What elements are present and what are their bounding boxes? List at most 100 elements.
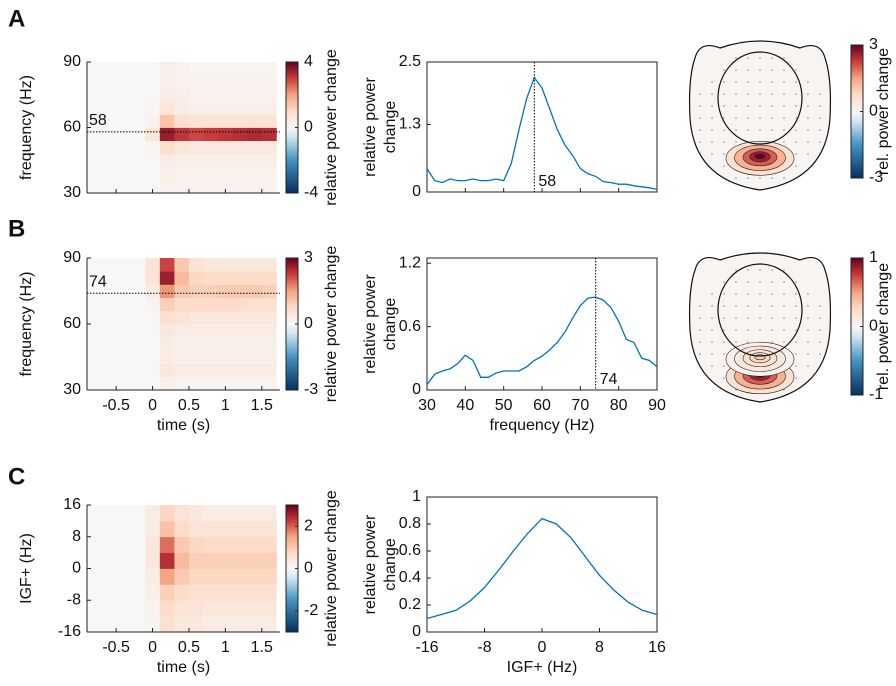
heatmap-cell [130, 363, 146, 378]
colorbar-step [286, 376, 298, 380]
heatmap-cell [203, 376, 219, 391]
colorbar-step [286, 88, 298, 91]
heatmap-cell [145, 376, 161, 391]
heatmap-cell [130, 584, 146, 601]
heatmap-cell [261, 324, 277, 338]
colorbar-tick-label: -3 [304, 381, 318, 398]
colorbar-step [286, 131, 298, 135]
colorbar-step [851, 62, 863, 66]
heatmap-cell [261, 552, 277, 569]
colorbar-tick-label: 1 [869, 249, 878, 266]
heatmap-cell [174, 101, 190, 115]
sensor [795, 377, 797, 379]
heatmap-cell [232, 616, 248, 633]
colorbar-step [851, 271, 863, 275]
y-tick-label: 2.5 [399, 53, 421, 70]
sensor [807, 329, 809, 331]
heatmap-cell [188, 88, 204, 102]
colorbar-step [286, 110, 298, 113]
heatmap-cell [232, 376, 248, 391]
heatmap-cell [203, 616, 219, 633]
heatmap-cell [87, 62, 102, 76]
y-axis-label: relative power [362, 274, 379, 374]
heatmap-cell [87, 584, 102, 601]
y-tick-label: 8 [72, 528, 81, 545]
sensor [747, 293, 749, 295]
colorbar-step [851, 122, 863, 126]
heatmap-cell [261, 271, 277, 285]
sensor [771, 305, 773, 307]
colorbar-step [286, 83, 298, 87]
colorbar-step [286, 103, 298, 107]
heatmap-cell [145, 153, 161, 168]
heatmap-cell [247, 114, 263, 128]
heatmap-cell [174, 153, 190, 168]
y-tick-label: 0.8 [399, 515, 421, 532]
heatmap-cell [261, 363, 277, 378]
colorbar-step [851, 107, 863, 110]
heatmap-cell [174, 88, 190, 102]
heatmap-cell [174, 536, 190, 554]
colorbar-tick-label: 0 [304, 119, 313, 136]
sensor [783, 329, 785, 331]
y-axis-label: relative power [362, 77, 379, 177]
heatmap-cell [130, 520, 146, 538]
sensor [795, 281, 797, 283]
heatmap-cell [247, 62, 263, 76]
heatmap-cell [174, 62, 190, 76]
heatmap-cell [218, 140, 234, 155]
colorbar-step [851, 146, 863, 150]
heatmap-cell [218, 127, 234, 141]
sensor [795, 69, 797, 71]
colorbar-tick-label: 4 [304, 53, 313, 70]
heatmap-cell [188, 140, 204, 155]
heatmap-cell [174, 600, 190, 617]
sensor [807, 153, 809, 155]
sensor [783, 269, 785, 271]
heatmap-cell [174, 114, 190, 128]
colorbar-step [286, 587, 298, 591]
heatmap-cell [261, 616, 277, 633]
colorbar-step [286, 304, 298, 307]
colorbar-step [851, 353, 863, 357]
sensor [783, 281, 785, 283]
heatmap-cell [87, 127, 102, 141]
colorbar-step [286, 540, 298, 544]
activation-contour [754, 153, 766, 160]
heatmap-cell [116, 350, 132, 364]
heatmap-cell [261, 114, 277, 128]
y-tick-label: -16 [58, 623, 81, 640]
y-tick-label: 16 [63, 496, 81, 513]
colorbar-step [286, 149, 298, 153]
heatmap-cell [261, 297, 277, 312]
heatmap-cell [87, 616, 102, 633]
heatmap-cell [218, 284, 234, 298]
heatmap-cell [174, 584, 190, 601]
colorbar-step [851, 379, 863, 382]
colorbar-step [286, 107, 298, 111]
colorbar-step [851, 80, 863, 84]
heatmap-cell [203, 153, 219, 168]
heatmap-cell [247, 376, 263, 391]
heatmap-cell [130, 536, 146, 554]
heatmap-cell [159, 140, 175, 155]
heatmap-cell [247, 153, 263, 168]
colorbar-label: rel. power change [875, 263, 892, 390]
colorbar-step [286, 513, 298, 517]
colorbar-step [851, 91, 863, 95]
colorbar-step [286, 519, 298, 523]
heatmap-cell [174, 350, 190, 364]
y-tick-label: 60 [63, 315, 81, 332]
heatmap-cell [87, 536, 102, 554]
marker-label: 58 [89, 112, 107, 129]
x-tick-label: 30 [418, 397, 436, 414]
colorbar-step [851, 310, 863, 314]
colorbar-step [286, 125, 298, 128]
heatmap-cell [101, 88, 117, 102]
colorbar-step [286, 164, 298, 168]
colorbar-step [286, 521, 298, 525]
colorbar-step [286, 144, 298, 148]
heatmap-cell [87, 324, 102, 338]
sensor [747, 305, 749, 307]
heatmap-cell [203, 75, 219, 89]
